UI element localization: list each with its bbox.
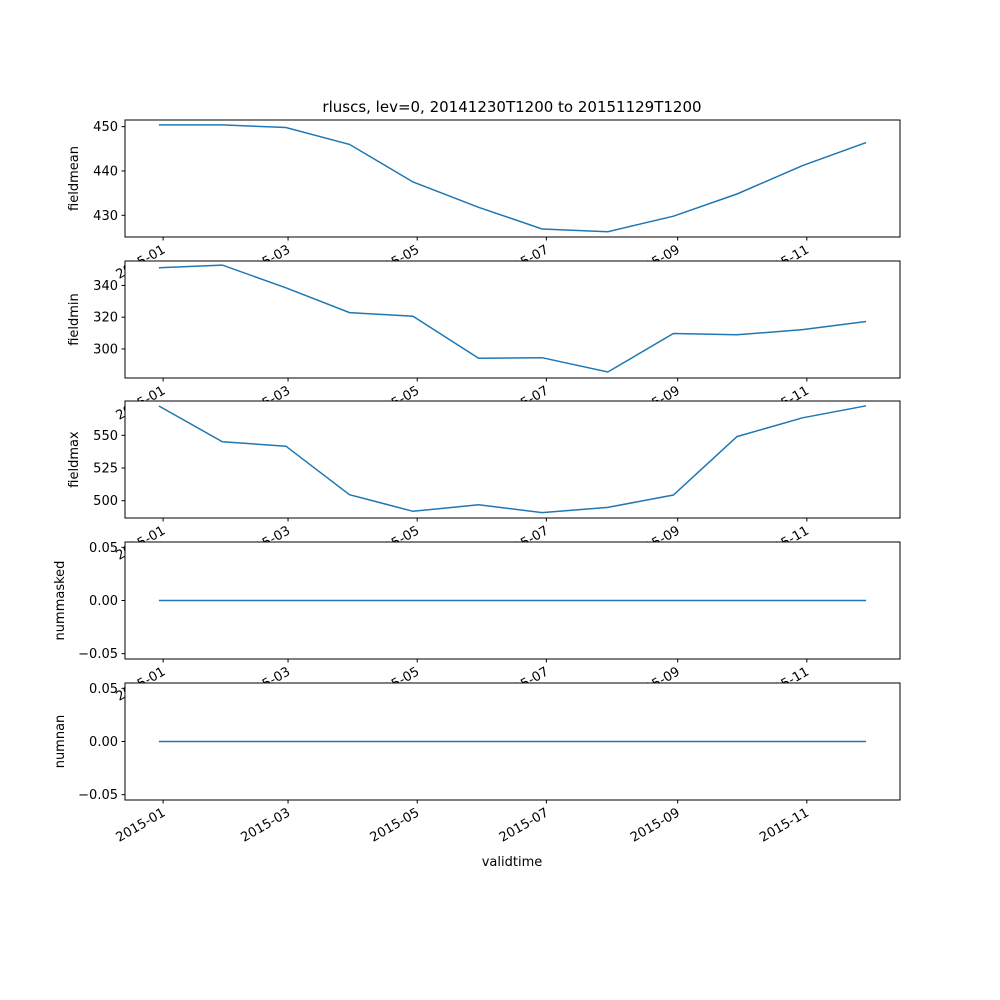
subplot-numnan: −0.05 0.00 0.05 numnan 2015-01 2015-03 2015-05… [53, 682, 901, 846]
y-axis-label: nummasked [53, 561, 68, 641]
series-line-fieldmin [158, 264, 867, 373]
y-tick-label: 450 [93, 120, 118, 135]
plot-area [125, 261, 900, 378]
x-tick-label: 2015-03 [238, 805, 293, 845]
y-tick-label: 0.05 [89, 682, 118, 697]
y-tick-label: −0.05 [78, 788, 118, 803]
subplot-nummasked: −0.050.000.05nummasked2015-012015-032015… [53, 541, 901, 705]
y-tick-label: 525 [93, 462, 118, 477]
series-line-fieldmax [158, 405, 867, 514]
x-axis-label: validtime [482, 855, 543, 870]
y-tick-label: 500 [93, 494, 118, 509]
y-tick-label: 430 [93, 209, 118, 224]
y-axis-label: fieldmax [67, 431, 82, 488]
y-tick-label: −0.05 [78, 647, 118, 662]
subplot-fieldmax: 500525550fieldmax2015-012015-032015-0520… [67, 400, 901, 564]
y-tick-label: 300 [93, 342, 118, 357]
x-tick-label: 2015-07 [497, 805, 552, 845]
y-tick-label: 340 [93, 279, 118, 294]
chart-title: rluscs, lev=0, 20141230T1200 to 20151129… [322, 98, 701, 116]
y-tick-label: 440 [93, 164, 118, 179]
x-tick-label: 2015-11 [757, 805, 812, 845]
y-tick-label: 0.00 [89, 735, 118, 750]
axes-frame [124, 119, 901, 238]
axes-frame [124, 260, 901, 379]
y-axis-label: fieldmean [67, 146, 82, 211]
series-line-fieldmean [158, 124, 867, 233]
y-axis-label: fieldmin [67, 293, 82, 346]
x-tick-label: 2015-01 [114, 805, 169, 845]
plot-area [125, 120, 900, 237]
y-tick-label: 0.00 [89, 594, 118, 609]
x-tick-label: 2015-09 [628, 805, 683, 845]
subplot-fieldmean: 430440450fieldmean2015-012015-032015-052… [67, 119, 901, 283]
y-axis-label: numnan [53, 715, 68, 769]
y-tick-label: 550 [93, 429, 118, 444]
x-tick-label: 2015-05 [368, 805, 423, 845]
plot-area [125, 401, 900, 518]
axes-frame [124, 400, 901, 519]
subplot-fieldmin: 300320340fieldmin2015-012015-032015-0520… [67, 260, 901, 424]
y-tick-label: 320 [93, 311, 118, 326]
y-tick-label: 0.05 [89, 541, 118, 556]
